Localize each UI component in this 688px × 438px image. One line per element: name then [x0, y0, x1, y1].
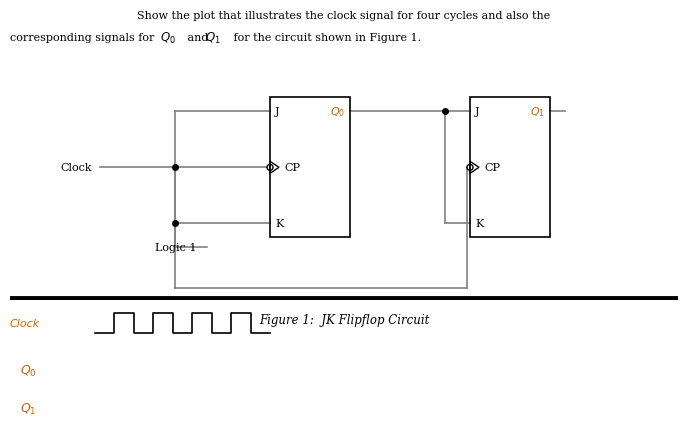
Text: $Q_0$: $Q_0$ [20, 363, 37, 378]
Text: J: J [275, 107, 279, 117]
Bar [470, 98, 550, 238]
Text: for the circuit shown in Figure 1.: for the circuit shown in Figure 1. [230, 33, 422, 43]
Text: Clock: Clock [60, 163, 92, 173]
Text: corresponding signals for: corresponding signals for [10, 33, 158, 43]
Text: Clock: Clock [10, 318, 41, 328]
Text: and: and [184, 33, 213, 43]
Text: $Q_1$: $Q_1$ [530, 105, 545, 119]
Bar [270, 98, 350, 238]
Text: $Q_0$: $Q_0$ [160, 31, 176, 46]
Text: Figure 1:  JK Flipflop Circuit: Figure 1: JK Flipflop Circuit [259, 313, 429, 326]
Text: CP: CP [484, 163, 500, 173]
Text: Logic 1: Logic 1 [155, 243, 197, 253]
Text: $Q_1$: $Q_1$ [205, 31, 221, 46]
Text: J: J [475, 107, 480, 117]
Text: Show the plot that illustrates the clock signal for four cycles and also the: Show the plot that illustrates the clock… [138, 11, 550, 21]
Text: $Q_1$: $Q_1$ [20, 400, 36, 416]
Text: K: K [475, 219, 484, 229]
Text: $Q_0$: $Q_0$ [330, 105, 345, 119]
Text: K: K [275, 219, 283, 229]
Text: CP: CP [284, 163, 300, 173]
